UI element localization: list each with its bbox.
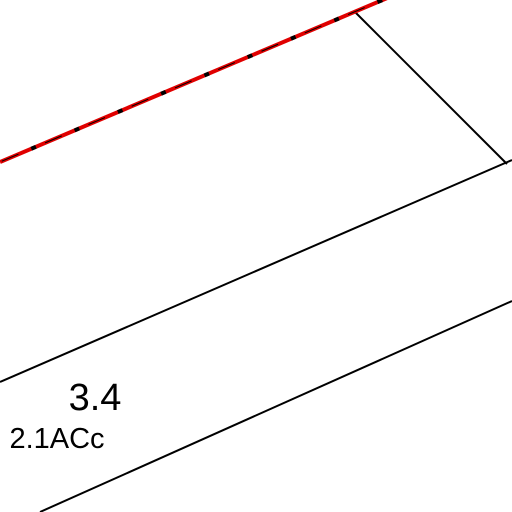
parcel-area: 3.4 [69,377,122,419]
red-boundary-line [0,0,388,164]
boundary-line [39,300,512,512]
dashed-boundary [0,0,388,164]
parcel-code: 2.1ACc [9,423,104,455]
boundary-line [354,11,508,165]
parcel-boundaries [0,11,512,512]
boundary-line [0,159,512,383]
